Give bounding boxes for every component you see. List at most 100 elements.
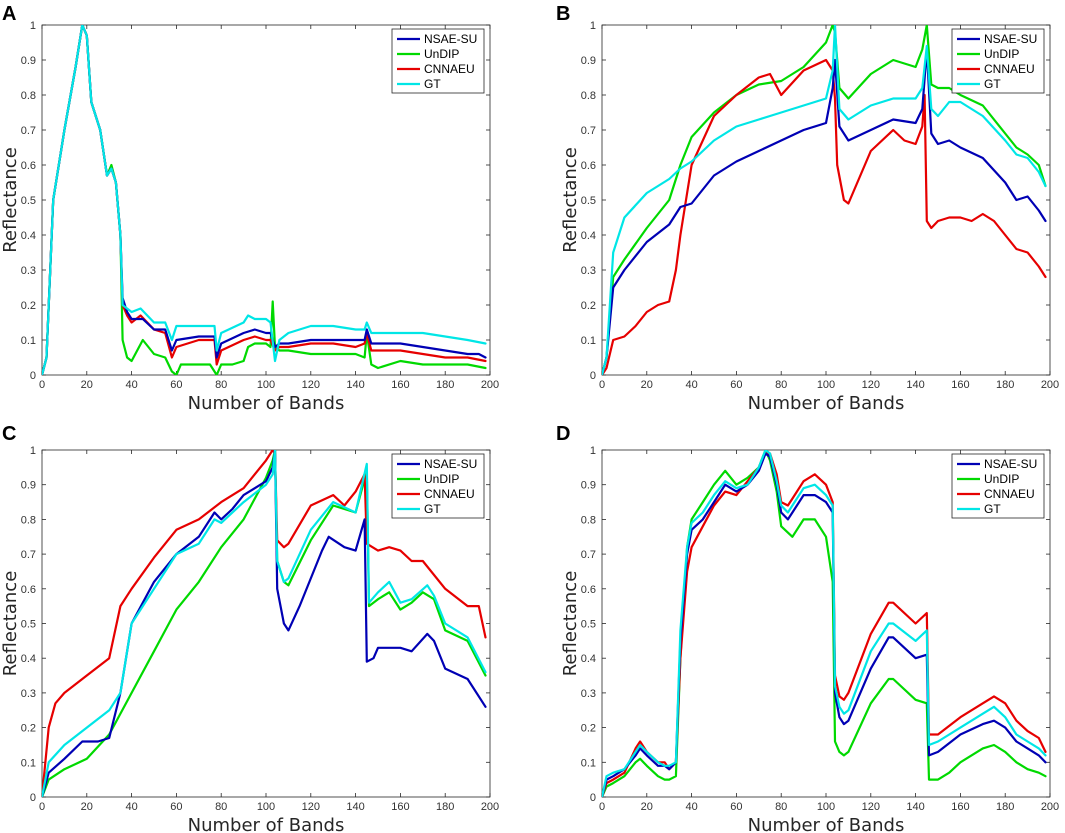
panel-b-x-tick-label: 160 [951, 379, 969, 391]
panel-c-x-tick-label: 20 [81, 801, 93, 813]
panel-d-x-tick-label: 100 [817, 801, 835, 813]
panel-d-legend-label: UnDIP [984, 472, 1019, 486]
panel-b-legend-label: NSAE-SU [984, 32, 1037, 46]
panel-b-letter: B [556, 3, 570, 25]
panel-b-y-tick-label: 0.5 [581, 195, 596, 207]
panel-c-y-tick-label: 0.6 [21, 584, 36, 596]
panel-a-x-tick-label: 180 [436, 379, 454, 391]
panel-d-line-gt [602, 450, 1047, 797]
panel-c-x-tick-label: 40 [125, 801, 137, 813]
panel-d-legend-label: GT [984, 502, 1001, 516]
panel-b-y-axis-label: Reflectance [560, 147, 581, 253]
panel-c-y-tick-label: 0.4 [21, 653, 36, 665]
panel-d-x-tick-label: 140 [906, 801, 924, 813]
panel-b-legend-label: GT [984, 77, 1001, 91]
panel-b-x-tick-label: 0 [599, 379, 605, 391]
panel-a-y-tick-label: 0.8 [21, 90, 36, 102]
panel-d-x-tick-label: 160 [951, 801, 969, 813]
panel-c-x-tick-label: 200 [481, 801, 499, 813]
panel-c-y-tick-label: 0.2 [21, 723, 36, 735]
panel-d-y-tick-label: 0.2 [581, 723, 596, 735]
panel-c-x-tick-label: 0 [39, 801, 45, 813]
panel-a-y-tick-label: 0.4 [21, 230, 36, 242]
panel-d-y-tick-label: 0 [590, 792, 596, 804]
panel-c-x-tick-label: 60 [170, 801, 182, 813]
panel-d-y-tick-label: 0.8 [581, 514, 596, 526]
panel-a-letter: A [2, 3, 16, 25]
panel-b-x-tick-label: 80 [775, 379, 787, 391]
panel-a-series-lines [42, 25, 487, 375]
panel-c-y-tick-label: 0.1 [21, 757, 36, 769]
panel-d-x-axis-label: Number of Bands [748, 815, 905, 833]
panel-a-legend-label: CNNAEU [424, 62, 475, 76]
panel-c-y-tick-label: 0 [30, 792, 36, 804]
panel-a-x-tick-label: 120 [302, 379, 320, 391]
panel-d: D 0 20 40 60 80 100 120 140 160 180 200 0 0.1 0.2 0.3 0.… [556, 423, 1059, 833]
panel-b-y-tick-label: 0.9 [581, 55, 596, 67]
panel-b-y-tick-label: 0 [590, 370, 596, 382]
panel-b-y-tick-label: 1 [590, 20, 596, 32]
panel-c-y-tick-label: 1 [30, 445, 36, 457]
panel-d-y-tick-label: 0.5 [581, 619, 596, 631]
panel-a-x-tick-label: 160 [391, 379, 409, 391]
panel-a-y-tick-label: 0.7 [21, 125, 36, 137]
panel-c-x-tick-label: 180 [436, 801, 454, 813]
panel-a-legend-label: NSAE-SU [424, 32, 477, 46]
panel-c-x-tick-label: 80 [215, 801, 227, 813]
panel-a-x-tick-label: 140 [346, 379, 364, 391]
panel-b-x-tick-label: 60 [730, 379, 742, 391]
panel-d-y-axis-label: Reflectance [560, 571, 581, 677]
panel-c-legend-label: UnDIP [424, 472, 459, 486]
panel-a: A 0 20 40 60 80 100 120 140 160 180 200 0 0.1 0.2 0.3 0.… [0, 3, 499, 414]
panel-b-x-tick-label: 140 [906, 379, 924, 391]
panel-d-y-tick-label: 0.9 [581, 480, 596, 492]
panel-b-y-tick-label: 0.4 [581, 230, 596, 242]
panel-d-letter: D [556, 423, 570, 445]
panel-b-line-nsae-su [602, 48, 1047, 375]
panel-c-series-lines [42, 450, 487, 797]
panel-d-x-tick-label: 40 [685, 801, 697, 813]
panel-b-y-tick-label: 0.2 [581, 300, 596, 312]
panel-a-x-tick-label: 0 [39, 379, 45, 391]
panel-d-x-tick-label: 80 [775, 801, 787, 813]
panel-a-x-axis-label: Number of Bands [188, 393, 345, 414]
panel-c-y-tick-label: 0.5 [21, 619, 36, 631]
panel-a-y-tick-label: 0.2 [21, 300, 36, 312]
panel-a-y-tick-label: 0 [30, 370, 36, 382]
panel-a-x-tick-label: 40 [125, 379, 137, 391]
panel-a-x-tick-label: 200 [481, 379, 499, 391]
panel-c-x-axis-label: Number of Bands [188, 815, 345, 833]
panel-a-x-tick-label: 60 [170, 379, 182, 391]
panel-d-x-tick-label: 20 [641, 801, 653, 813]
panel-c: C 0 20 40 60 80 100 120 140 160 180 200 0 0.1 0.2 0.3 0.… [0, 423, 499, 833]
panel-d-x-tick-label: 180 [996, 801, 1014, 813]
panel-b-y-tick-label: 0.7 [581, 125, 596, 137]
panel-c-y-tick-label: 0.3 [21, 688, 36, 700]
panel-a-line-gt [42, 25, 487, 375]
panel-c-letter: C [2, 423, 16, 445]
panel-c-y-tick-label: 0.8 [21, 514, 36, 526]
panel-a-y-tick-label: 0.9 [21, 55, 36, 67]
panel-b-legend-label: CNNAEU [984, 62, 1035, 76]
panel-b-x-tick-label: 200 [1041, 379, 1059, 391]
panel-b-y-tick-label: 0.3 [581, 265, 596, 277]
panel-a-y-tick-label: 0.6 [21, 160, 36, 172]
panel-a-legend-label: UnDIP [424, 47, 459, 61]
panel-b-legend-label: UnDIP [984, 47, 1019, 61]
panel-b-line-gt [602, 25, 1047, 375]
panel-d-x-tick-label: 120 [862, 801, 880, 813]
panel-b-x-tick-label: 180 [996, 379, 1014, 391]
panel-d-y-tick-label: 0.3 [581, 688, 596, 700]
panel-d-y-tick-label: 0.7 [581, 549, 596, 561]
panel-b-y-tick-label: 0.1 [581, 335, 596, 347]
panel-c-y-axis-label: Reflectance [0, 571, 21, 677]
panel-a-y-tick-label: 0.3 [21, 265, 36, 277]
panel-d-line-undip [602, 450, 1047, 797]
panel-d-line-cnnaeu [602, 452, 1047, 797]
panel-c-y-tick-label: 0.9 [21, 480, 36, 492]
panel-b-x-tick-label: 20 [641, 379, 653, 391]
panel-c-legend-label: GT [424, 502, 441, 516]
panel-d-series-lines [602, 450, 1047, 797]
